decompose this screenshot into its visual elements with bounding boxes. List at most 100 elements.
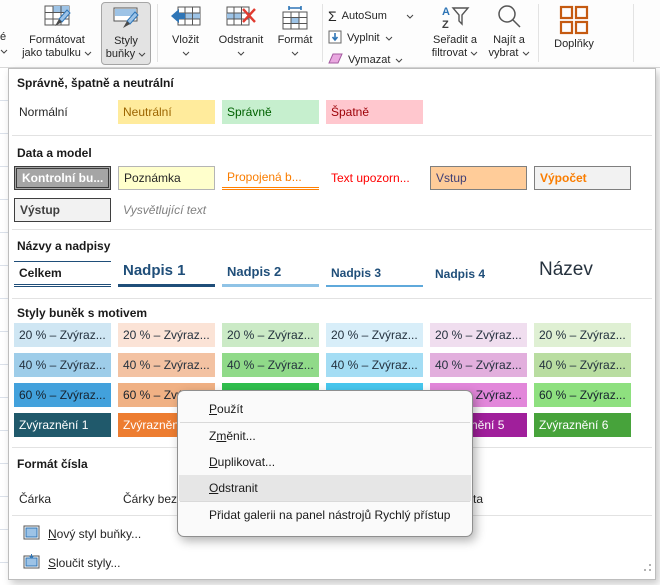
style-cell-good[interactable]: Správně xyxy=(222,100,319,124)
style-cell-accent[interactable]: 60 % – Zvýraz... xyxy=(534,383,631,407)
style-cell-title[interactable]: Název xyxy=(539,259,593,280)
menu-item-modify[interactable]: Změnit... xyxy=(209,429,256,443)
style-cell-accent[interactable]: 60 % – Zvýraz... xyxy=(14,383,111,407)
find-select-button[interactable]: Najít a vybrat xyxy=(484,2,534,65)
menu-item-add-gallery-to-qat[interactable]: Přidat galerii na panel nástrojů Rychlý … xyxy=(209,508,451,522)
sort-filter-label-1: Seřadit a xyxy=(432,34,478,46)
format-label: Formát xyxy=(277,34,313,46)
style-cell-accent[interactable]: 20 % – Zvýraz... xyxy=(326,323,423,347)
style-cell-heading3[interactable]: Nadpis 3 xyxy=(326,261,423,287)
style-cell-accent[interactable]: 40 % – Zvýraz... xyxy=(430,353,527,377)
cell-styles-gallery: Správně, špatně a neutrální Normální Neu… xyxy=(8,68,656,580)
ribbon: é Formátovat jako tabulku xyxy=(0,0,660,68)
find-select-label-1: Najít a xyxy=(493,34,525,46)
style-cell-accent[interactable]: Zvýraznění 1 xyxy=(14,413,111,437)
chevron-down-icon xyxy=(84,51,92,56)
addins-label: Doplňky xyxy=(554,38,594,50)
style-cell-output[interactable]: Výstup xyxy=(14,198,111,222)
addins-icon xyxy=(545,4,603,38)
search-icon xyxy=(484,4,534,34)
chevron-down-icon xyxy=(385,36,392,41)
cell-styles-label-2: buňky xyxy=(105,48,136,60)
cell-styles-button[interactable]: Styly buňky xyxy=(101,2,151,65)
style-cell-accent[interactable]: 40 % – Zvýraz... xyxy=(534,353,631,377)
section-separator xyxy=(12,298,652,299)
cell-styles-label-1: Styly xyxy=(114,35,138,47)
merge-styles-button[interactable]: Sloučit styly... xyxy=(23,550,120,576)
delete-button[interactable]: Odstranit xyxy=(211,2,271,65)
menu-item-duplicate[interactable]: Duplikovat... xyxy=(209,455,276,469)
style-cell-accent[interactable]: 40 % – Zvýraz... xyxy=(326,353,423,377)
sort-filter-icon: A Z xyxy=(428,4,482,34)
eraser-icon xyxy=(328,53,343,68)
style-cell-linked[interactable]: Propojená b... xyxy=(222,166,319,190)
style-cell-explanatory[interactable]: Vysvětlující text xyxy=(123,203,207,217)
merge-styles-icon xyxy=(23,554,40,572)
style-cell-neutral[interactable]: Neutrální xyxy=(118,100,215,124)
format-as-table-icon xyxy=(14,4,100,34)
style-cell-accent[interactable]: 20 % – Zvýraz... xyxy=(534,323,631,347)
style-cell-accent[interactable]: 40 % – Zvýraz... xyxy=(14,353,111,377)
style-cell-calculation[interactable]: Výpočet xyxy=(534,166,631,190)
sort-filter-label-2: filtrovat xyxy=(431,47,468,59)
style-cell-normal[interactable]: Normální xyxy=(19,105,68,119)
insert-cells-icon xyxy=(162,4,209,34)
find-select-label-2: vybrat xyxy=(488,47,519,59)
format-button[interactable]: Formát xyxy=(271,2,319,65)
style-cell-input[interactable]: Vstup xyxy=(430,166,527,190)
chevron-down-icon xyxy=(0,49,8,54)
chevron-down-icon xyxy=(237,51,245,56)
insert-label: Vložit xyxy=(172,34,199,46)
format-cells-icon xyxy=(271,4,319,34)
style-cell-bad[interactable]: Špatně xyxy=(326,100,423,124)
style-cell-accent[interactable]: 20 % – Zvýraz... xyxy=(222,323,319,347)
chevron-down-icon xyxy=(406,14,414,19)
style-cell-comma[interactable]: Čárka xyxy=(19,492,52,506)
chevron-down-icon xyxy=(138,52,146,57)
clipped-label: é xyxy=(0,31,7,43)
menu-separator xyxy=(180,422,470,423)
section-separator xyxy=(12,135,652,136)
style-cell-total[interactable]: Celkem xyxy=(14,261,111,287)
new-cell-style-button[interactable]: Nový styl buňky... xyxy=(23,521,141,547)
style-cell-accent[interactable]: 20 % – Zvýraz... xyxy=(430,323,527,347)
style-cell-check[interactable]: Kontrolní bu... xyxy=(14,166,111,190)
style-cell-accent[interactable]: 40 % – Zvýraz... xyxy=(118,353,215,377)
sigma-icon: Σ xyxy=(328,8,337,24)
sort-filter-button[interactable]: A Z Seřadit a filtrovat xyxy=(428,2,482,65)
format-as-table-button[interactable]: Formátovat jako tabulku xyxy=(14,2,100,65)
chevron-down-icon xyxy=(396,58,403,63)
style-cell-heading1[interactable]: Nadpis 1 xyxy=(118,257,215,287)
resize-grip[interactable] xyxy=(643,559,652,577)
style-cell-accent[interactable]: 20 % – Zvýraz... xyxy=(118,323,215,347)
chevron-down-icon xyxy=(182,51,189,56)
conditional-formatting-button-clipped[interactable]: é xyxy=(0,30,9,58)
chevron-down-icon xyxy=(522,51,529,56)
style-cell-warning[interactable]: Text upozorn... xyxy=(331,171,410,185)
fill-button[interactable]: Vyplnit xyxy=(328,28,393,48)
chevron-down-icon xyxy=(291,51,299,56)
autosum-button[interactable]: Σ AutoSum xyxy=(328,6,414,26)
clear-button[interactable]: Vymazat xyxy=(328,50,403,70)
ribbon-group-separator xyxy=(633,4,634,62)
section-title-good-bad-neutral: Správně, špatně a neutrální xyxy=(17,76,174,90)
menu-item-apply[interactable]: Použít xyxy=(209,402,244,416)
delete-cells-icon xyxy=(211,4,271,34)
autosum-label: AutoSum xyxy=(341,10,387,22)
style-cell-accent[interactable]: Zvýraznění 6 xyxy=(534,413,631,437)
section-title-data-model: Data a model xyxy=(17,146,92,160)
fill-down-icon xyxy=(328,30,342,47)
style-cell-accent[interactable]: 40 % – Zvýraz... xyxy=(222,353,319,377)
worksheet-gridlines xyxy=(0,68,8,585)
section-title-titles-headings: Názvy a nadpisy xyxy=(17,239,111,253)
insert-button[interactable]: Vložit xyxy=(162,2,209,65)
ribbon-group-separator xyxy=(538,4,539,62)
addins-button[interactable]: Doplňky xyxy=(545,2,603,65)
menu-item-delete[interactable]: Odstranit xyxy=(179,475,471,501)
new-cell-style-icon xyxy=(23,525,40,543)
style-cell-heading4[interactable]: Nadpis 4 xyxy=(435,267,486,281)
style-cell-accent[interactable]: 20 % – Zvýraz... xyxy=(14,323,111,347)
style-cell-note[interactable]: Poznámka xyxy=(118,166,215,190)
format-as-table-label-1: Formátovat xyxy=(29,34,85,46)
style-cell-heading2[interactable]: Nadpis 2 xyxy=(222,259,319,287)
